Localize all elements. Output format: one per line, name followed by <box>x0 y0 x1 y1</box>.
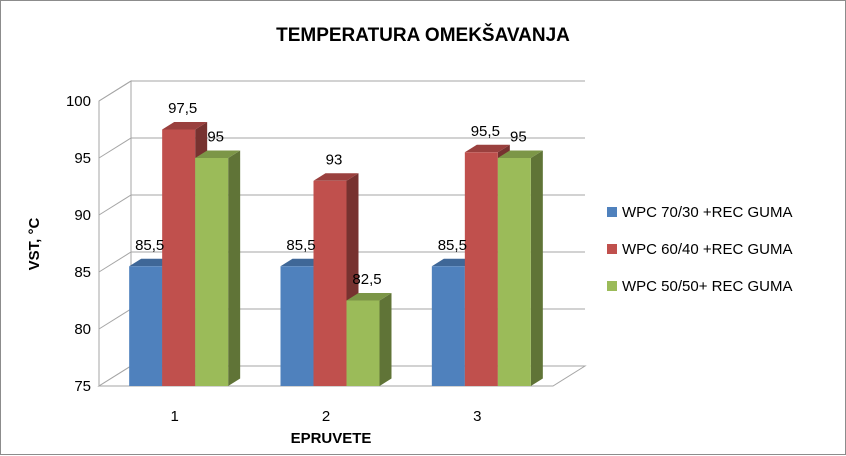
data-label: 95 <box>510 129 527 146</box>
y-tick-label: 80 <box>74 321 91 338</box>
y-tick-label: 90 <box>74 207 91 224</box>
bar-front <box>129 266 163 386</box>
bar <box>497 150 543 386</box>
data-label: 95 <box>207 129 224 146</box>
bar-front <box>280 266 314 386</box>
bar <box>346 293 392 386</box>
bar <box>195 150 241 386</box>
gridline <box>98 137 585 159</box>
data-label: 85,5 <box>438 237 467 254</box>
x-axis-title: EPRUVETE <box>291 430 372 447</box>
legend-item: WPC 60/40 +REC GUMA <box>607 241 792 258</box>
bar-top <box>195 150 241 158</box>
chart-title: TEMPERATURA OMEKŠAVANJA <box>276 24 570 46</box>
bar-front <box>346 300 380 386</box>
bar-top <box>162 122 208 130</box>
bar-top <box>346 293 392 301</box>
bar-front <box>464 152 498 386</box>
y-tick-label: 75 <box>74 378 91 395</box>
y-tick-label: 95 <box>74 150 91 167</box>
legend-label: WPC 50/50+ REC GUMA <box>622 278 792 295</box>
legend-item: WPC 50/50+ REC GUMA <box>607 278 792 295</box>
data-label: 85,5 <box>286 237 315 254</box>
data-label: 97,5 <box>168 100 197 117</box>
data-label: 82,5 <box>352 271 381 288</box>
bar-front <box>497 158 531 386</box>
bar-side <box>530 150 543 386</box>
bar-top <box>313 173 359 181</box>
legend-swatch <box>607 244 617 254</box>
bar-top <box>497 150 543 158</box>
x-tick-label: 1 <box>170 408 178 425</box>
bars <box>129 122 543 386</box>
gridline <box>98 251 585 273</box>
legend-item: WPC 70/30 +REC GUMA <box>607 204 792 221</box>
bar-side <box>379 293 392 386</box>
bar-side <box>228 150 241 386</box>
legend-label: WPC 70/30 +REC GUMA <box>622 204 792 221</box>
bar-top <box>464 144 510 153</box>
bar-front <box>162 129 196 386</box>
legend-swatch <box>607 207 617 217</box>
data-labels: 85,5 97,5 95 85,5 93 82,5 85,5 95,5 95 <box>135 100 527 288</box>
y-axis-ticks: 75 80 85 90 95 100 <box>66 93 91 395</box>
legend-swatch <box>607 281 617 291</box>
bar-front <box>431 266 465 386</box>
data-label: 95,5 <box>471 123 500 140</box>
y-axis-title: VST, °C <box>26 218 43 271</box>
data-label: 93 <box>326 151 343 168</box>
gridline <box>98 80 585 102</box>
y-tick-label: 85 <box>74 264 91 281</box>
x-axis-ticks: 1 2 3 <box>170 408 481 425</box>
x-tick-label: 3 <box>473 408 481 425</box>
left-wall <box>98 80 132 387</box>
bar-front <box>313 180 347 386</box>
y-tick-label: 100 <box>66 93 91 110</box>
legend-label: WPC 60/40 +REC GUMA <box>622 241 792 258</box>
data-label: 85,5 <box>135 237 164 254</box>
bar-front <box>195 158 229 386</box>
legend: WPC 70/30 +REC GUMA WPC 60/40 +REC GUMA WP… <box>607 204 792 295</box>
x-tick-label: 2 <box>322 408 330 425</box>
gridline <box>98 194 585 216</box>
